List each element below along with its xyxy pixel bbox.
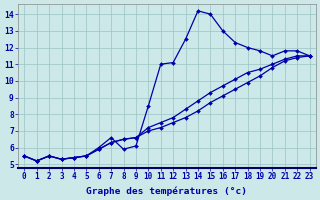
X-axis label: Graphe des températures (°c): Graphe des températures (°c) (86, 186, 247, 196)
